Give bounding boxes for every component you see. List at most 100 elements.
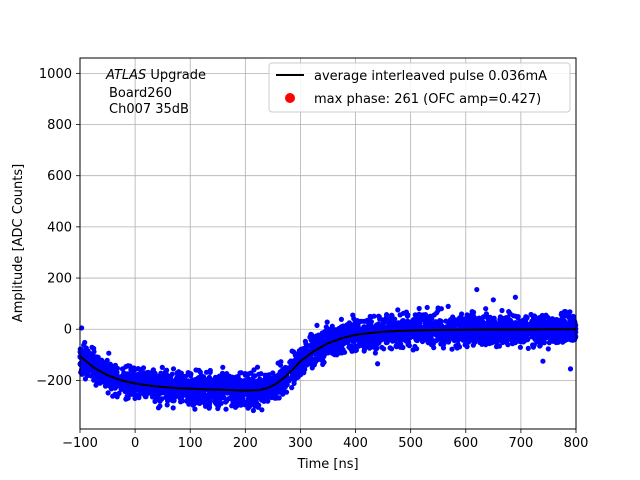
sample-point [170, 405, 176, 411]
sample-point [440, 345, 447, 351]
legend-marker-swatch [285, 93, 295, 103]
sample-point [163, 376, 169, 382]
x-tick-label: 400 [343, 436, 368, 451]
sample-point [376, 340, 382, 346]
x-tick-label: 700 [508, 436, 533, 451]
sample-point [152, 398, 158, 404]
sample-point [371, 313, 377, 319]
axis-ticks: −100 0 100 200 300 400 500 600 700 800 −200 0 200 400… [36, 67, 588, 451]
sample-point [422, 312, 429, 318]
sample-point [470, 313, 477, 319]
sample-point [289, 385, 295, 391]
sample-point [537, 343, 543, 349]
sample-point [102, 365, 108, 371]
sample-point [162, 370, 169, 376]
sample-point [445, 303, 451, 309]
sample-point [394, 344, 400, 350]
x-axis-label: Time [ns] [296, 457, 358, 472]
sample-point [303, 357, 310, 363]
sample-point [295, 356, 301, 362]
sample-point [245, 405, 251, 411]
sample-point [220, 364, 226, 370]
sample-point [271, 386, 278, 393]
sample-point [531, 329, 538, 335]
sample-point [150, 372, 156, 378]
sample-point [562, 321, 569, 327]
sample-point [110, 368, 116, 374]
sample-point [501, 315, 507, 322]
sample-point [320, 357, 326, 363]
svg-text:ATLAS Upgrade: ATLAS Upgrade [105, 68, 206, 83]
sample-point [505, 342, 511, 348]
y-tick-label: 1000 [39, 67, 72, 82]
y-tick-label: 800 [47, 118, 72, 133]
sample-point [505, 314, 511, 320]
sample-point [177, 395, 183, 402]
sample-point [427, 323, 433, 330]
sample-point [395, 333, 402, 339]
sample-point [132, 395, 138, 401]
sample-point [86, 366, 92, 372]
sample-point [567, 309, 573, 315]
sample-point [504, 321, 510, 327]
sample-point [152, 388, 158, 394]
sample-point [361, 318, 367, 324]
sample-point [218, 400, 224, 406]
sample-point [515, 314, 521, 320]
sample-point [184, 389, 190, 395]
sample-point [330, 344, 336, 350]
sample-point [515, 320, 521, 326]
sample-point [393, 324, 399, 330]
sample-point [95, 371, 101, 377]
sample-point [439, 340, 445, 346]
sample-point [214, 401, 220, 407]
y-tick-label: 200 [47, 272, 72, 287]
average-pulse-line [79, 328, 576, 392]
sample-point [512, 294, 518, 300]
sample-point [350, 327, 356, 333]
sample-point [252, 373, 258, 379]
sample-point [190, 390, 196, 396]
sample-point [405, 312, 411, 318]
sample-point [373, 336, 379, 342]
y-tick-label: 0 [64, 323, 72, 338]
sample-point [106, 350, 112, 356]
sample-point [455, 341, 461, 347]
sample-point [318, 336, 324, 342]
sample-point [273, 373, 279, 379]
sample-point [314, 322, 320, 328]
sample-point [258, 384, 264, 390]
sample-point [158, 396, 164, 402]
sample-point [567, 316, 573, 323]
sample-point [333, 348, 339, 354]
sample-point [252, 393, 258, 400]
sample-point [274, 395, 280, 401]
sample-point [173, 392, 179, 398]
sample-point [390, 338, 396, 344]
sample-point [128, 391, 134, 397]
sample-point [477, 319, 484, 325]
sample-point [562, 309, 569, 315]
sample-point [159, 364, 165, 370]
sample-point [277, 384, 283, 390]
sample-point [168, 393, 174, 399]
sample-point [547, 336, 553, 342]
sample-point [491, 320, 497, 326]
sample-point [433, 321, 439, 327]
sample-point [455, 334, 461, 340]
sample-point [348, 343, 354, 349]
sample-point [168, 376, 174, 382]
sample-point [226, 373, 233, 379]
sample-point [367, 313, 373, 320]
legend: average interleaved pulse 0.036mA max ph… [268, 62, 571, 113]
sample-point [434, 310, 440, 316]
sample-point [144, 377, 150, 383]
sample-point [372, 345, 379, 352]
sample-point [356, 343, 362, 349]
sample-point [525, 345, 531, 351]
sample-point [445, 324, 451, 330]
sample-point [531, 315, 537, 322]
sample-point [500, 339, 506, 346]
plot-frame [79, 57, 577, 430]
sample-point [375, 361, 381, 367]
